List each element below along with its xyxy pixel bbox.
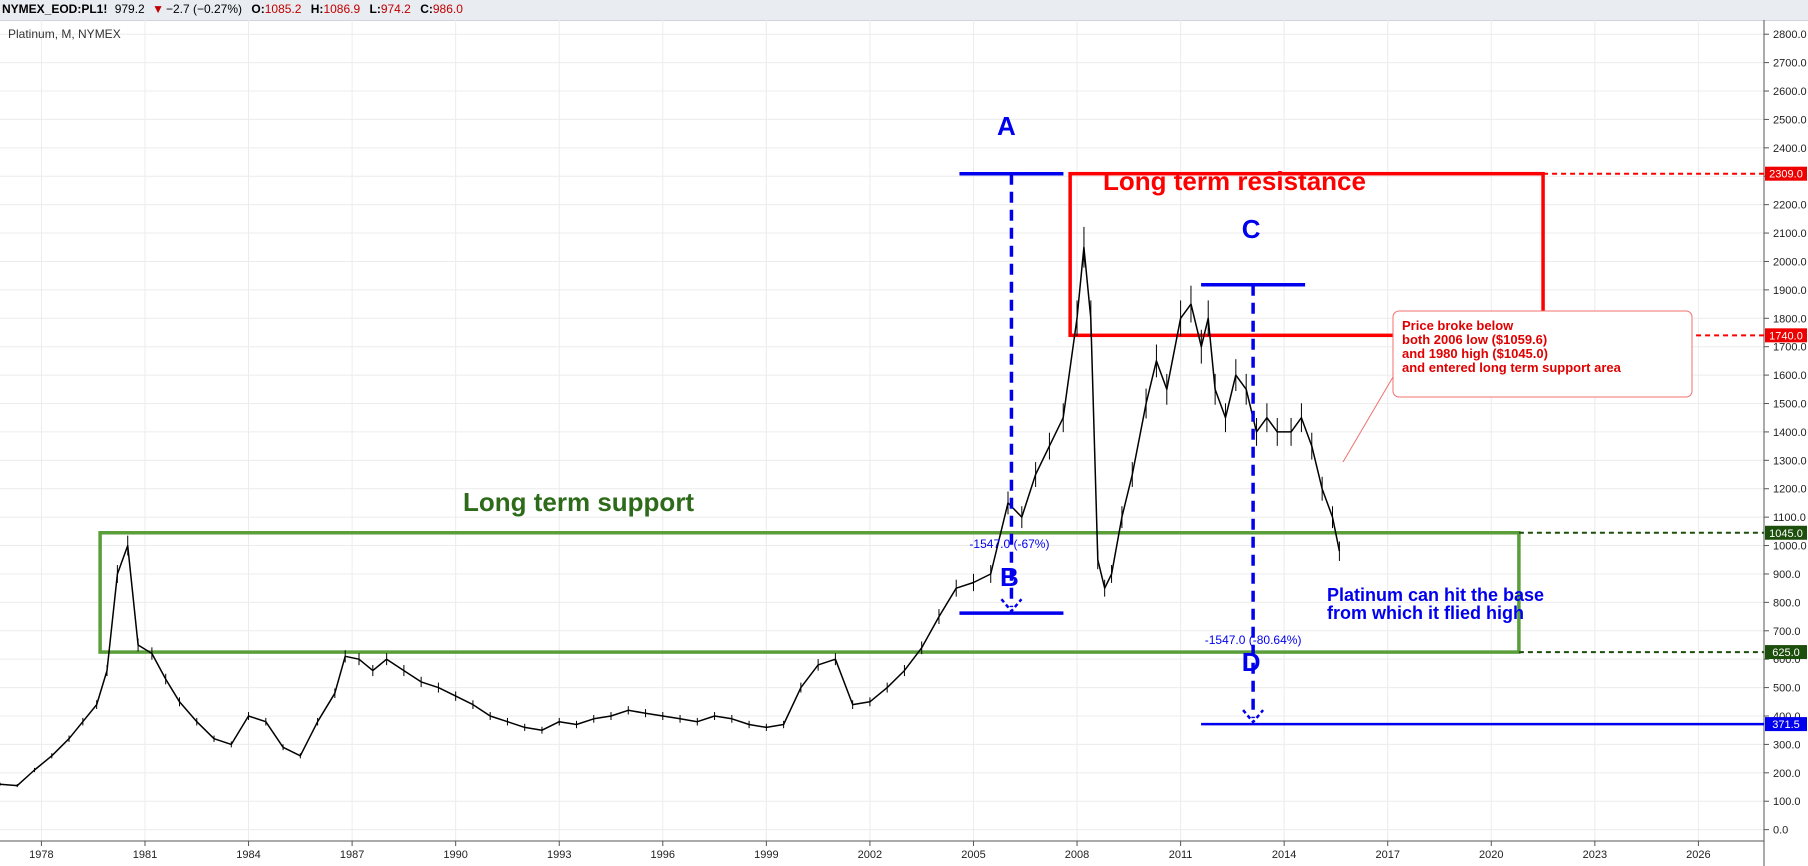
point-a-label: A — [997, 111, 1016, 141]
y-tick-label: 2200.0 — [1773, 200, 1807, 212]
x-tick-label: 1987 — [340, 849, 364, 861]
y-tick-label: 1900.0 — [1773, 285, 1807, 297]
x-tick-label: 1984 — [236, 849, 260, 861]
badge-support-low: 625.0 — [1772, 647, 1800, 659]
y-tick-label: 300.0 — [1773, 739, 1801, 751]
y-tick-label: 500.0 — [1773, 683, 1801, 695]
x-tick-label: 1981 — [133, 849, 157, 861]
y-tick-label: 100.0 — [1773, 796, 1801, 808]
callout-pointer — [1342, 376, 1394, 463]
x-tick-label: 2002 — [858, 849, 882, 861]
zones — [98, 171, 1764, 654]
cd-measure-label: -1547.0 (-80.64%) — [1205, 633, 1302, 647]
point-b-label: B — [1000, 562, 1019, 592]
close-label: C: — [420, 2, 433, 16]
open-label: O: — [251, 2, 265, 16]
x-tick-label: 2011 — [1169, 849, 1193, 861]
point-d-label: D — [1242, 647, 1261, 677]
y-tick-label: 800.0 — [1773, 597, 1801, 609]
y-tick-label: 1800.0 — [1773, 313, 1807, 325]
resistance-zone — [1068, 171, 1545, 338]
callout-line: and entered long term support area — [1402, 360, 1622, 375]
badge-support-high-bg — [1765, 525, 1807, 540]
x-tick-label: 2008 — [1065, 849, 1089, 861]
y-tick-label: 2500.0 — [1773, 114, 1807, 126]
point-c-label: C — [1242, 214, 1261, 244]
change-arrow-icon: ▼ — [152, 2, 164, 16]
callout-line: both 2006 low ($1059.6) — [1402, 332, 1547, 347]
x-tick-label: 1999 — [754, 849, 778, 861]
last-price: 979.2 — [114, 2, 145, 16]
x-tick-label: 1993 — [547, 849, 571, 861]
badge-resistance-high: 2309.0 — [1769, 169, 1803, 181]
x-tick-label: 2023 — [1583, 849, 1607, 861]
callout-box — [1392, 310, 1693, 398]
x-tick-label: 2005 — [961, 849, 985, 861]
badge-support-low-bg — [1765, 645, 1807, 660]
support-label: Long term support — [463, 487, 694, 517]
y-tick-label: 1700.0 — [1773, 342, 1807, 354]
y-tick-label: 2600.0 — [1773, 86, 1807, 98]
grid-lines — [0, 20, 1764, 841]
y-tick-label: 0.0 — [1773, 825, 1788, 837]
y-tick-label: 1600.0 — [1773, 370, 1807, 382]
chart-title: Platinum, M, NYMEX — [8, 27, 121, 41]
badge-target: 371.5 — [1772, 719, 1800, 731]
badge-resistance-low: 1740.0 — [1769, 330, 1803, 342]
open-value: 1085.2 — [264, 2, 302, 16]
y-tick-label: 1000.0 — [1773, 541, 1807, 553]
callout-line: and 1980 high ($1045.0) — [1402, 346, 1548, 361]
x-tick-label: 2026 — [1686, 849, 1710, 861]
price-change: −2.7 (−0.27%) — [165, 2, 243, 16]
badge-target-bg — [1765, 717, 1807, 732]
price-axis[interactable]: 0.0100.0200.0300.0400.0500.0600.0700.080… — [1764, 29, 1807, 837]
y-tick-label: 2000.0 — [1773, 256, 1807, 268]
y-tick-label: 1400.0 — [1773, 427, 1807, 439]
symbol-header: NYMEX_EOD:PL1! 979.2 ▼ −2.7 (−0.27%) O:10… — [0, 0, 1808, 21]
callout-line: Price broke below — [1402, 318, 1514, 333]
price-badges: 2309.0 1740.0 1045.0 625.0 371.5 — [1765, 166, 1807, 732]
y-tick-label: 2800.0 — [1773, 29, 1807, 41]
base-note-line: from which it flied high — [1327, 603, 1524, 623]
badge-resistance-low-bg — [1765, 328, 1807, 343]
y-tick-label: 2700.0 — [1773, 58, 1807, 70]
x-tick-label: 2017 — [1375, 849, 1399, 861]
x-tick-label: 2020 — [1479, 849, 1503, 861]
y-tick-label: 2100.0 — [1773, 228, 1807, 240]
ab-measure-label: -1547.0 (-67%) — [969, 537, 1049, 551]
support-zone — [98, 531, 1521, 654]
symbol-name[interactable]: NYMEX_EOD:PL1! — [2, 2, 108, 16]
high-label: H: — [310, 2, 324, 16]
x-tick-label: 1996 — [651, 849, 675, 861]
annotation-texts: Long term resistance Long term support A B C… — [463, 111, 1693, 677]
low-label: L: — [369, 2, 381, 16]
y-tick-label: 2400.0 — [1773, 143, 1807, 155]
base-note-line: Platinum can hit the base — [1327, 585, 1544, 605]
measurements — [959, 171, 1764, 726]
y-tick-label: 1100.0 — [1773, 512, 1806, 524]
price-series — [0, 226, 1341, 788]
y-tick-label: 700.0 — [1773, 626, 1801, 638]
x-tick-label: 2014 — [1272, 849, 1296, 861]
cd-arrowhead — [1242, 709, 1265, 725]
resistance-label: Long term resistance — [1103, 166, 1366, 196]
badge-resistance-high-bg — [1765, 166, 1807, 181]
badge-support-high: 1045.0 — [1769, 528, 1803, 540]
y-tick-label: 900.0 — [1773, 569, 1801, 581]
time-axis[interactable]: 1978 1981 1984 1987 1990 1993 1996 1999 2002 2005… — [29, 841, 1711, 861]
x-tick-label: 1990 — [443, 849, 467, 861]
high-value: 1086.9 — [323, 2, 361, 16]
low-value: 974.2 — [380, 2, 411, 16]
x-tick-label: 1978 — [29, 849, 53, 861]
y-tick-label: 200.0 — [1773, 768, 1801, 780]
y-tick-label: 1300.0 — [1773, 455, 1807, 467]
ab-arrowhead — [1000, 598, 1023, 614]
close-value: 986.0 — [432, 2, 463, 16]
price-chart[interactable]: 0.0100.0200.0300.0400.0500.0600.0700.080… — [0, 20, 1808, 866]
y-tick-label: 1500.0 — [1773, 399, 1807, 411]
y-tick-label: 1200.0 — [1773, 484, 1807, 496]
